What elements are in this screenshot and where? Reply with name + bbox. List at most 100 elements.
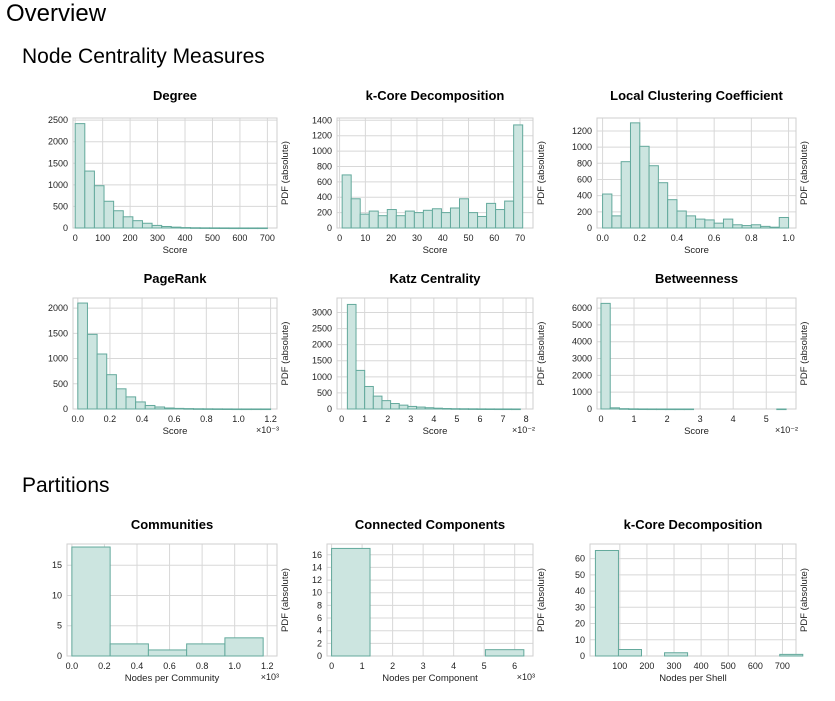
histogram-bar: [776, 408, 787, 411]
x-tick-label: 60: [489, 233, 499, 243]
x-tick-label: 0.2: [104, 414, 117, 424]
x-axis-label: Score: [423, 245, 448, 256]
histogram-bar: [467, 408, 478, 410]
y-tick-label: 1400: [312, 115, 332, 125]
x-tick-label: 20: [386, 233, 396, 243]
y-tick-label: 1000: [572, 387, 592, 397]
y-tick-label: 2500: [312, 324, 332, 334]
chart-title: Local Clustering Coefficient: [610, 88, 783, 103]
x-tick-label: 1.2: [261, 661, 274, 671]
histogram-bar: [86, 333, 98, 410]
y-tick-label: 1200: [312, 131, 332, 141]
x-tick-label: 0.0: [72, 414, 85, 424]
x-tick-label: 1: [632, 414, 637, 424]
y-tick-label: 600: [577, 174, 592, 184]
histogram-bar: [341, 174, 352, 229]
histogram-bar: [144, 404, 156, 410]
x-axis-label: Nodes per Component: [382, 673, 478, 684]
histogram-bar: [125, 396, 137, 410]
histogram-bar: [513, 124, 524, 229]
x-tick-label: 0.6: [708, 233, 721, 243]
histogram-bar: [395, 215, 406, 229]
chart-communities: 0.0 0.2 0.4 0.6 0.8 1.0 1.2 0 5 10 15 Communities No…: [52, 517, 291, 684]
histogram-bar: [449, 207, 461, 229]
x-tick-label: 2: [390, 661, 395, 671]
y-tick-label: 2000: [48, 303, 68, 313]
histogram-bar: [115, 388, 127, 410]
y-axis-label: PDF (absolute): [536, 322, 547, 386]
histogram-bar: [493, 408, 504, 411]
histogram-bar: [611, 215, 622, 229]
x-tick-label: 200: [123, 233, 138, 243]
y-tick-label: 1500: [48, 158, 68, 168]
x-tick-label: 5: [482, 661, 487, 671]
chart-title: PageRank: [144, 271, 208, 286]
histogram-bar: [199, 227, 211, 229]
y-tick-label: 0: [63, 223, 68, 233]
y-tick-label: 200: [317, 208, 332, 218]
histogram-bar: [495, 209, 506, 229]
histogram-bar: [154, 406, 166, 410]
histogram-bar: [224, 637, 264, 657]
x-tick-label: 0.8: [196, 661, 209, 671]
x-tick-label: 10: [360, 233, 370, 243]
histogram-bar: [617, 649, 642, 657]
histogram-bar: [618, 408, 630, 410]
histogram-bar: [386, 209, 397, 229]
y-tick-label: 0: [580, 651, 585, 661]
x-tick-label: 1.0: [232, 414, 245, 424]
histogram-bar: [750, 224, 762, 229]
x-tick-label: 0: [339, 414, 344, 424]
histogram-bar: [135, 401, 146, 410]
histogram-bar: [683, 408, 695, 411]
y-tick-label: 2: [317, 638, 322, 648]
x-tick-label: 0.8: [745, 233, 758, 243]
histogram-bar: [346, 303, 357, 410]
x-tick-label: 6: [512, 661, 517, 671]
histogram-bar: [657, 182, 669, 229]
histogram-bar: [190, 227, 201, 229]
x-tick-label: 400: [178, 233, 193, 243]
y-tick-label: 10: [52, 590, 62, 600]
histogram-bar: [390, 403, 400, 410]
histogram-bar: [459, 198, 470, 229]
histogram-bar: [151, 224, 163, 229]
x-tick-label: 500: [205, 233, 220, 243]
axis-multiplier: ×10³: [517, 672, 535, 682]
histogram-bar: [741, 225, 752, 229]
histogram-bar: [364, 385, 374, 410]
histogram-bar: [413, 212, 424, 229]
histogram-bar: [769, 226, 780, 229]
histogram-bar: [202, 408, 214, 410]
x-tick-label: 1: [362, 414, 367, 424]
y-axis-label: PDF (absolute): [280, 568, 291, 632]
histogram-bar: [722, 218, 734, 229]
chart-title: Communities: [131, 517, 213, 532]
y-tick-label: 8: [317, 600, 322, 610]
y-tick-label: 400: [317, 192, 332, 202]
chart-lcc: 0.0 0.2 0.4 0.6 0.8 1.0 0 200 400 600 800 1000 1200 L…: [572, 88, 810, 256]
x-tick-label: 3: [421, 661, 426, 671]
y-tick-label: 14: [312, 562, 322, 572]
x-tick-label: 700: [260, 233, 275, 243]
histogram-bar: [113, 210, 124, 229]
x-tick-label: 0.2: [98, 661, 111, 671]
x-tick-label: 1: [360, 661, 365, 671]
plot-frame: [589, 543, 797, 657]
histogram-bar: [431, 208, 442, 229]
chart-pagerank: 0.0 0.2 0.4 0.6 0.8 1.0 1.2 0 500 1000 1500 2000 Pag…: [48, 271, 291, 437]
histogram-bar: [74, 123, 86, 229]
histogram-bar: [468, 212, 479, 229]
histogram-bar: [667, 199, 678, 229]
y-tick-label: 1000: [312, 146, 332, 156]
histogram-bar: [212, 408, 223, 410]
histogram-bar: [77, 302, 88, 410]
chart-title: k-Core Decomposition: [624, 517, 763, 532]
x-tick-label: 0.4: [671, 233, 684, 243]
y-tick-label: 2500: [48, 115, 68, 125]
y-tick-label: 1200: [572, 126, 592, 136]
histogram-bar: [164, 407, 175, 410]
y-tick-label: 6000: [572, 303, 592, 313]
x-tick-label: 0.0: [66, 661, 79, 671]
